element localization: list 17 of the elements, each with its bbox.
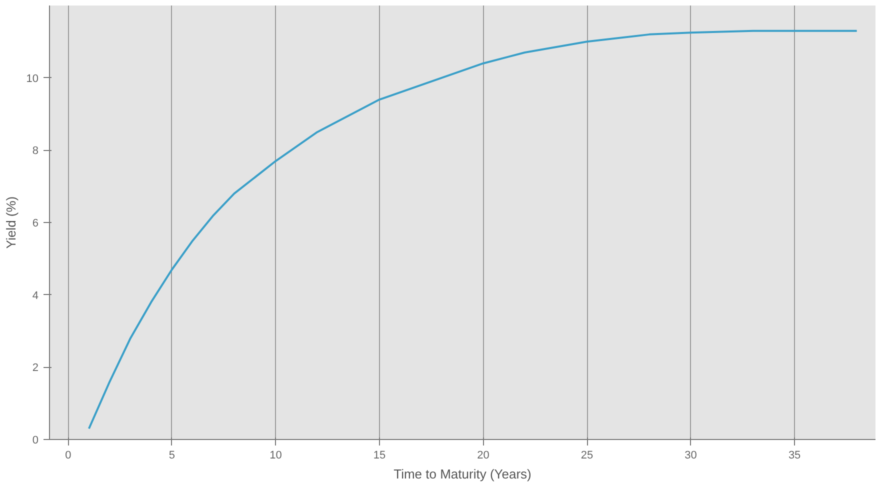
x-tick-label: 35	[788, 450, 801, 462]
y-tick-label: 8	[32, 145, 39, 158]
line-series	[88, 30, 858, 430]
x-tick-label: 25	[580, 450, 594, 462]
y-tick-label: 10	[26, 72, 39, 85]
x-tick-label: 30	[684, 450, 697, 462]
x-tick-label: 20	[477, 450, 490, 462]
x-tick-label: 0	[65, 450, 72, 462]
x-axis-title: Time to Maturity (Years)	[394, 466, 532, 482]
y-axis-title: Yield (%)	[3, 196, 18, 249]
x-tick-label: 5	[168, 450, 176, 462]
y-tick-label: 4	[32, 290, 39, 302]
y-tick-label: 6	[32, 218, 39, 230]
x-tick-label: 10	[270, 450, 282, 462]
y-tick-label: 0	[32, 434, 39, 446]
y-tick-label: 2	[32, 362, 39, 374]
x-tick-label: 15	[373, 450, 386, 462]
